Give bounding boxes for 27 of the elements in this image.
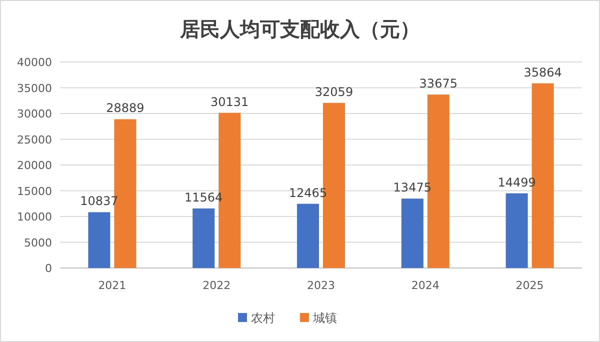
y-tick-label: 25000 bbox=[17, 133, 52, 146]
bar bbox=[88, 212, 110, 268]
y-tick-label: 10000 bbox=[17, 210, 52, 224]
bar bbox=[506, 193, 528, 268]
data-label: 28889 bbox=[106, 101, 144, 116]
data-label: 32059 bbox=[314, 84, 354, 99]
y-tick-label: 0 bbox=[45, 262, 52, 275]
legend-label: 城镇 bbox=[312, 311, 337, 325]
x-tick-label: 2025 bbox=[516, 279, 544, 292]
bar bbox=[192, 208, 215, 268]
x-tick-label: 2022 bbox=[202, 279, 231, 292]
y-tick-label: 5000 bbox=[24, 236, 52, 250]
data-label: 30131 bbox=[210, 94, 249, 109]
y-tick-label: 40000 bbox=[17, 56, 52, 69]
chart-title: 居民人均可支配收入（元） bbox=[179, 17, 420, 41]
x-tick-label: 2023 bbox=[307, 279, 335, 292]
x-tick-label: 2021 bbox=[98, 279, 126, 292]
y-tick-label: 20000 bbox=[17, 159, 52, 172]
data-label: 35864 bbox=[524, 65, 562, 80]
legend-label: 农村 bbox=[251, 311, 275, 325]
bar bbox=[297, 204, 319, 268]
data-label: 33675 bbox=[419, 76, 458, 91]
y-tick-label: 15000 bbox=[17, 184, 52, 198]
y-tick-label: 35000 bbox=[17, 82, 52, 95]
y-tick-label: 30000 bbox=[17, 108, 52, 120]
bar bbox=[401, 198, 424, 268]
x-tick-label: 2024 bbox=[411, 279, 440, 292]
